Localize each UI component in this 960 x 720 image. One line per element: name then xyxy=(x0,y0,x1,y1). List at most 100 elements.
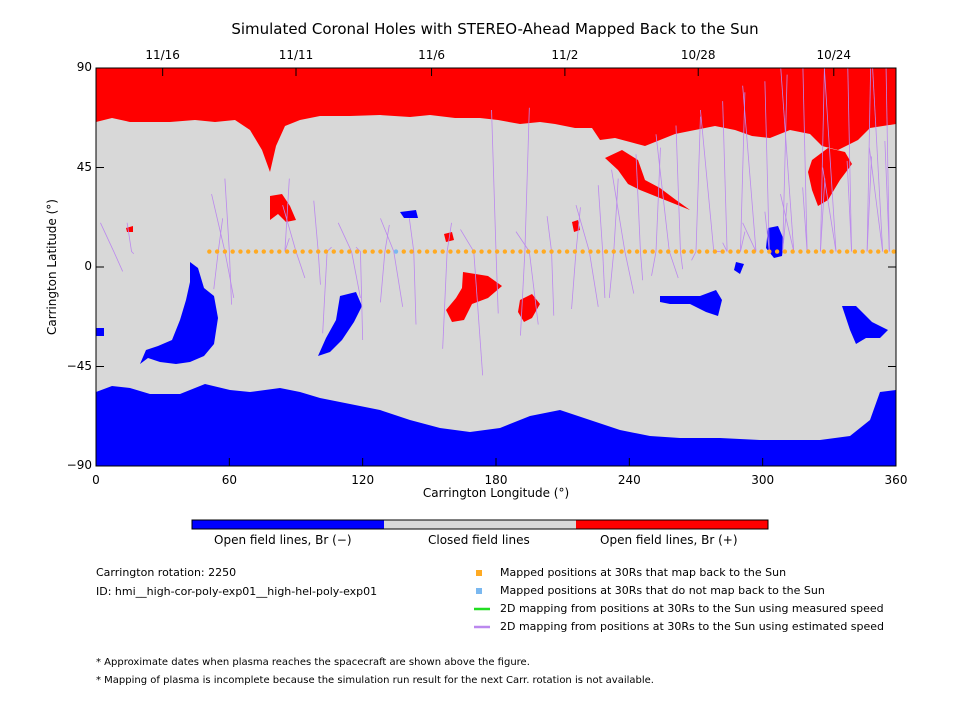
mapping-line-estimated xyxy=(700,109,715,252)
mapping-line-estimated xyxy=(211,193,226,252)
mapping-line-estimated xyxy=(866,156,872,252)
mapping-line-estimated xyxy=(224,178,230,252)
mapping-line-estimated xyxy=(224,251,235,299)
mapped-position xyxy=(339,249,344,254)
mapped-position xyxy=(596,249,601,254)
mapping-line-estimated xyxy=(228,251,232,305)
mapping-line-estimated xyxy=(100,222,115,252)
mapping-line-estimated xyxy=(613,178,619,252)
mapped-position xyxy=(269,249,274,254)
colorbar-frame xyxy=(191,519,769,530)
mapped-position xyxy=(354,249,360,254)
mapping-line-estimated xyxy=(742,222,757,252)
mapped-position xyxy=(448,249,453,254)
mapping-line-estimated xyxy=(624,251,635,294)
mapping-lines xyxy=(100,68,890,376)
mapping-line-estimated xyxy=(782,202,788,252)
mapped-position xyxy=(666,249,671,254)
mapping-line-estimated xyxy=(384,224,390,252)
y-tick-label: −90 xyxy=(66,458,92,472)
south-polar-hole xyxy=(96,384,896,466)
mapped-position xyxy=(308,249,313,254)
y-tick-label: 90 xyxy=(76,60,92,74)
negative-hole-patch-c xyxy=(842,306,888,344)
mapping-line-estimated xyxy=(413,251,417,325)
mapped-positions xyxy=(207,249,896,254)
mapping-line-estimated xyxy=(408,218,415,252)
legend-label-not-mapped: Mapped positions at 30Rs that do not map… xyxy=(500,584,825,597)
negative-hole-patch-g xyxy=(734,262,744,274)
mapped-position-not-mapped xyxy=(393,249,399,254)
mapping-line-estimated xyxy=(651,251,657,276)
negative-hole-patch-b xyxy=(660,290,722,316)
mapped-position xyxy=(774,249,780,254)
mapped-position xyxy=(806,249,811,254)
mapped-position xyxy=(790,249,795,254)
negative-hole-west-limb xyxy=(140,262,218,364)
mapping-line-estimated xyxy=(847,68,852,252)
mapping-line-estimated xyxy=(446,222,452,252)
mapped-position xyxy=(518,249,523,254)
mapping-line-estimated xyxy=(491,109,497,252)
top-date-label: 11/11 xyxy=(278,48,314,62)
mapping-line-estimated xyxy=(846,160,852,252)
top-date-label: 11/16 xyxy=(145,48,180,62)
mapping-line-estimated xyxy=(213,251,219,290)
mapping-line-estimated xyxy=(872,68,884,252)
mapping-line-estimated xyxy=(740,92,746,252)
mapping-line-estimated xyxy=(740,231,746,252)
top-date-label: 11/2 xyxy=(551,48,579,62)
mapped-position xyxy=(829,249,834,254)
mapping-line-estimated xyxy=(764,81,770,252)
x-axis-label: Carrington Longitude (°) xyxy=(422,486,570,500)
mapping-line-estimated xyxy=(823,68,837,252)
mapped-position xyxy=(557,249,562,254)
mapping-line-estimated xyxy=(680,251,684,270)
mapped-position xyxy=(704,249,710,254)
x-tick-label: 0 xyxy=(92,473,100,487)
mapped-position xyxy=(386,249,391,254)
positive-hole-ring xyxy=(808,148,852,206)
mapped-position xyxy=(316,249,321,254)
mapping-line-estimated xyxy=(515,231,530,252)
top-date-label: 10/24 xyxy=(816,48,852,62)
mapped-position xyxy=(494,249,500,254)
mapping-line-estimated xyxy=(282,204,297,252)
mapping-line-estimated xyxy=(551,251,555,316)
mapped-position xyxy=(549,249,554,254)
mapped-position xyxy=(277,249,282,254)
mapped-position xyxy=(261,249,266,254)
mapping-line-estimated xyxy=(360,251,364,340)
mapping-line-estimated xyxy=(131,251,135,255)
top-date-label: 11/6 xyxy=(418,48,446,62)
mapped-position xyxy=(588,249,593,254)
mapping-line-estimated xyxy=(722,101,728,252)
mapped-position xyxy=(868,249,873,254)
mapping-line-estimated xyxy=(635,154,641,252)
mapped-position xyxy=(580,249,585,254)
mapped-position xyxy=(572,249,578,254)
mapping-line-estimated xyxy=(885,68,890,252)
x-tick-label: 120 xyxy=(351,473,375,487)
mapped-position xyxy=(456,249,461,254)
mapped-position xyxy=(292,249,298,254)
axis-ticks xyxy=(95,67,897,467)
mapped-position xyxy=(323,249,329,254)
mapped-position xyxy=(207,249,212,254)
north-polar-hole xyxy=(96,68,896,172)
negative-hole-patch-a xyxy=(318,292,362,356)
mapped-position xyxy=(876,249,881,254)
mapped-position xyxy=(883,249,889,254)
mapping-line-estimated xyxy=(782,74,788,252)
mapping-line-estimated xyxy=(822,167,837,252)
mapped-position xyxy=(214,249,220,254)
mapped-position xyxy=(502,249,508,254)
x-tick-label: 360 xyxy=(884,473,908,487)
mapping-line-estimated xyxy=(866,68,872,252)
mapping-line-estimated xyxy=(802,187,808,252)
mapping-line-estimated xyxy=(284,178,290,252)
mapping-line-estimated xyxy=(675,125,681,252)
mapping-line-estimated xyxy=(473,251,484,376)
positive-hole-lobe xyxy=(605,150,690,210)
mapping-line-estimated xyxy=(780,68,795,252)
